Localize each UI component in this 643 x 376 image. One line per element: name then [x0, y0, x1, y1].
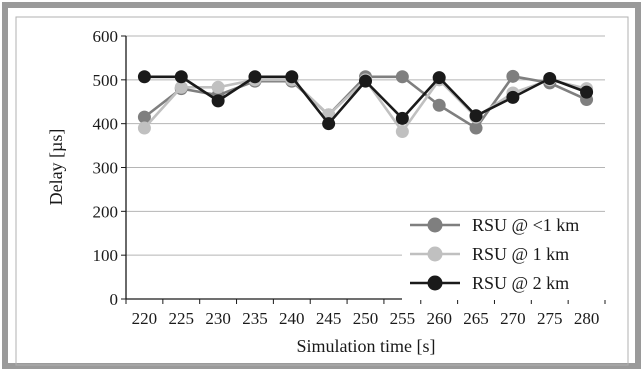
series-1-point-255: [395, 70, 409, 84]
series-1-point-260: [432, 98, 446, 112]
series-group: [137, 69, 594, 139]
series-3-point-220: [137, 70, 151, 84]
x-tick-label-225: 225: [169, 309, 195, 328]
x-tick-label-230: 230: [205, 309, 231, 328]
x-tick-label-280: 280: [574, 309, 600, 328]
x-tick-label-265: 265: [463, 309, 489, 328]
series-1-point-270: [506, 69, 520, 83]
legend-label-3: RSU @ 2 km: [472, 273, 569, 293]
series-3-point-280: [580, 85, 594, 99]
y-tick-label-200: 200: [93, 202, 119, 221]
legend-marker-2: [427, 246, 443, 262]
series-3-point-255: [395, 111, 409, 125]
legend-marker-1: [427, 217, 443, 233]
x-tick-label-220: 220: [132, 309, 158, 328]
x-tick-label-240: 240: [279, 309, 305, 328]
series-1-point-220: [137, 110, 151, 124]
series-3-point-225: [174, 70, 188, 84]
y-tick-label-100: 100: [93, 246, 119, 265]
series-3-point-235: [248, 70, 262, 84]
series-3-point-245: [322, 117, 336, 131]
series-1-point-265: [469, 121, 483, 135]
y-tick-label-400: 400: [93, 115, 119, 134]
series-3-point-270: [506, 90, 520, 104]
legend-label-1: RSU @ <1 km: [472, 215, 579, 235]
series-3-point-250: [359, 74, 372, 88]
legend-marker-3: [427, 275, 443, 291]
x-tick-label-250: 250: [353, 309, 379, 328]
x-tick-label-235: 235: [242, 309, 268, 328]
x-tick-label-245: 245: [316, 309, 342, 328]
y-ticks: 0 100 200 300 400 500 600: [93, 27, 126, 309]
y-tick-label-600: 600: [93, 27, 119, 46]
series-2-point-220: [137, 121, 151, 135]
series-3-point-265: [469, 109, 483, 123]
inner-border: [15, 16, 629, 366]
series-2-point-225: [174, 80, 188, 94]
x-tick-label-270: 270: [500, 309, 526, 328]
legend-label-2: RSU @ 1 km: [472, 244, 569, 264]
y-tick-label-0: 0: [110, 290, 119, 309]
series-3-point-260: [432, 71, 446, 85]
series-3: [137, 70, 594, 131]
series-2-point-230: [211, 80, 225, 94]
y-axis-label: Delay [µs]: [46, 129, 66, 206]
x-tick-label-260: 260: [426, 309, 452, 328]
y-tick-label-300: 300: [93, 159, 119, 178]
legend: RSU @ <1 km RSU @ 1 km RSU @ 2 km: [402, 212, 607, 300]
series-3-point-240: [285, 70, 299, 84]
series-3-point-230: [211, 94, 225, 108]
x-tick-label-275: 275: [537, 309, 563, 328]
series-2-point-255: [395, 125, 409, 139]
y-tick-label-500: 500: [93, 71, 119, 90]
x-ticks: 220 225 230 235 240 245 250 255 260 265 270 275 280: [125, 299, 606, 328]
x-tick-label-255: 255: [390, 309, 416, 328]
outer-border: [2, 2, 641, 369]
x-axis-label: Simulation time [s]: [297, 336, 436, 356]
series-3-point-275: [543, 72, 557, 86]
